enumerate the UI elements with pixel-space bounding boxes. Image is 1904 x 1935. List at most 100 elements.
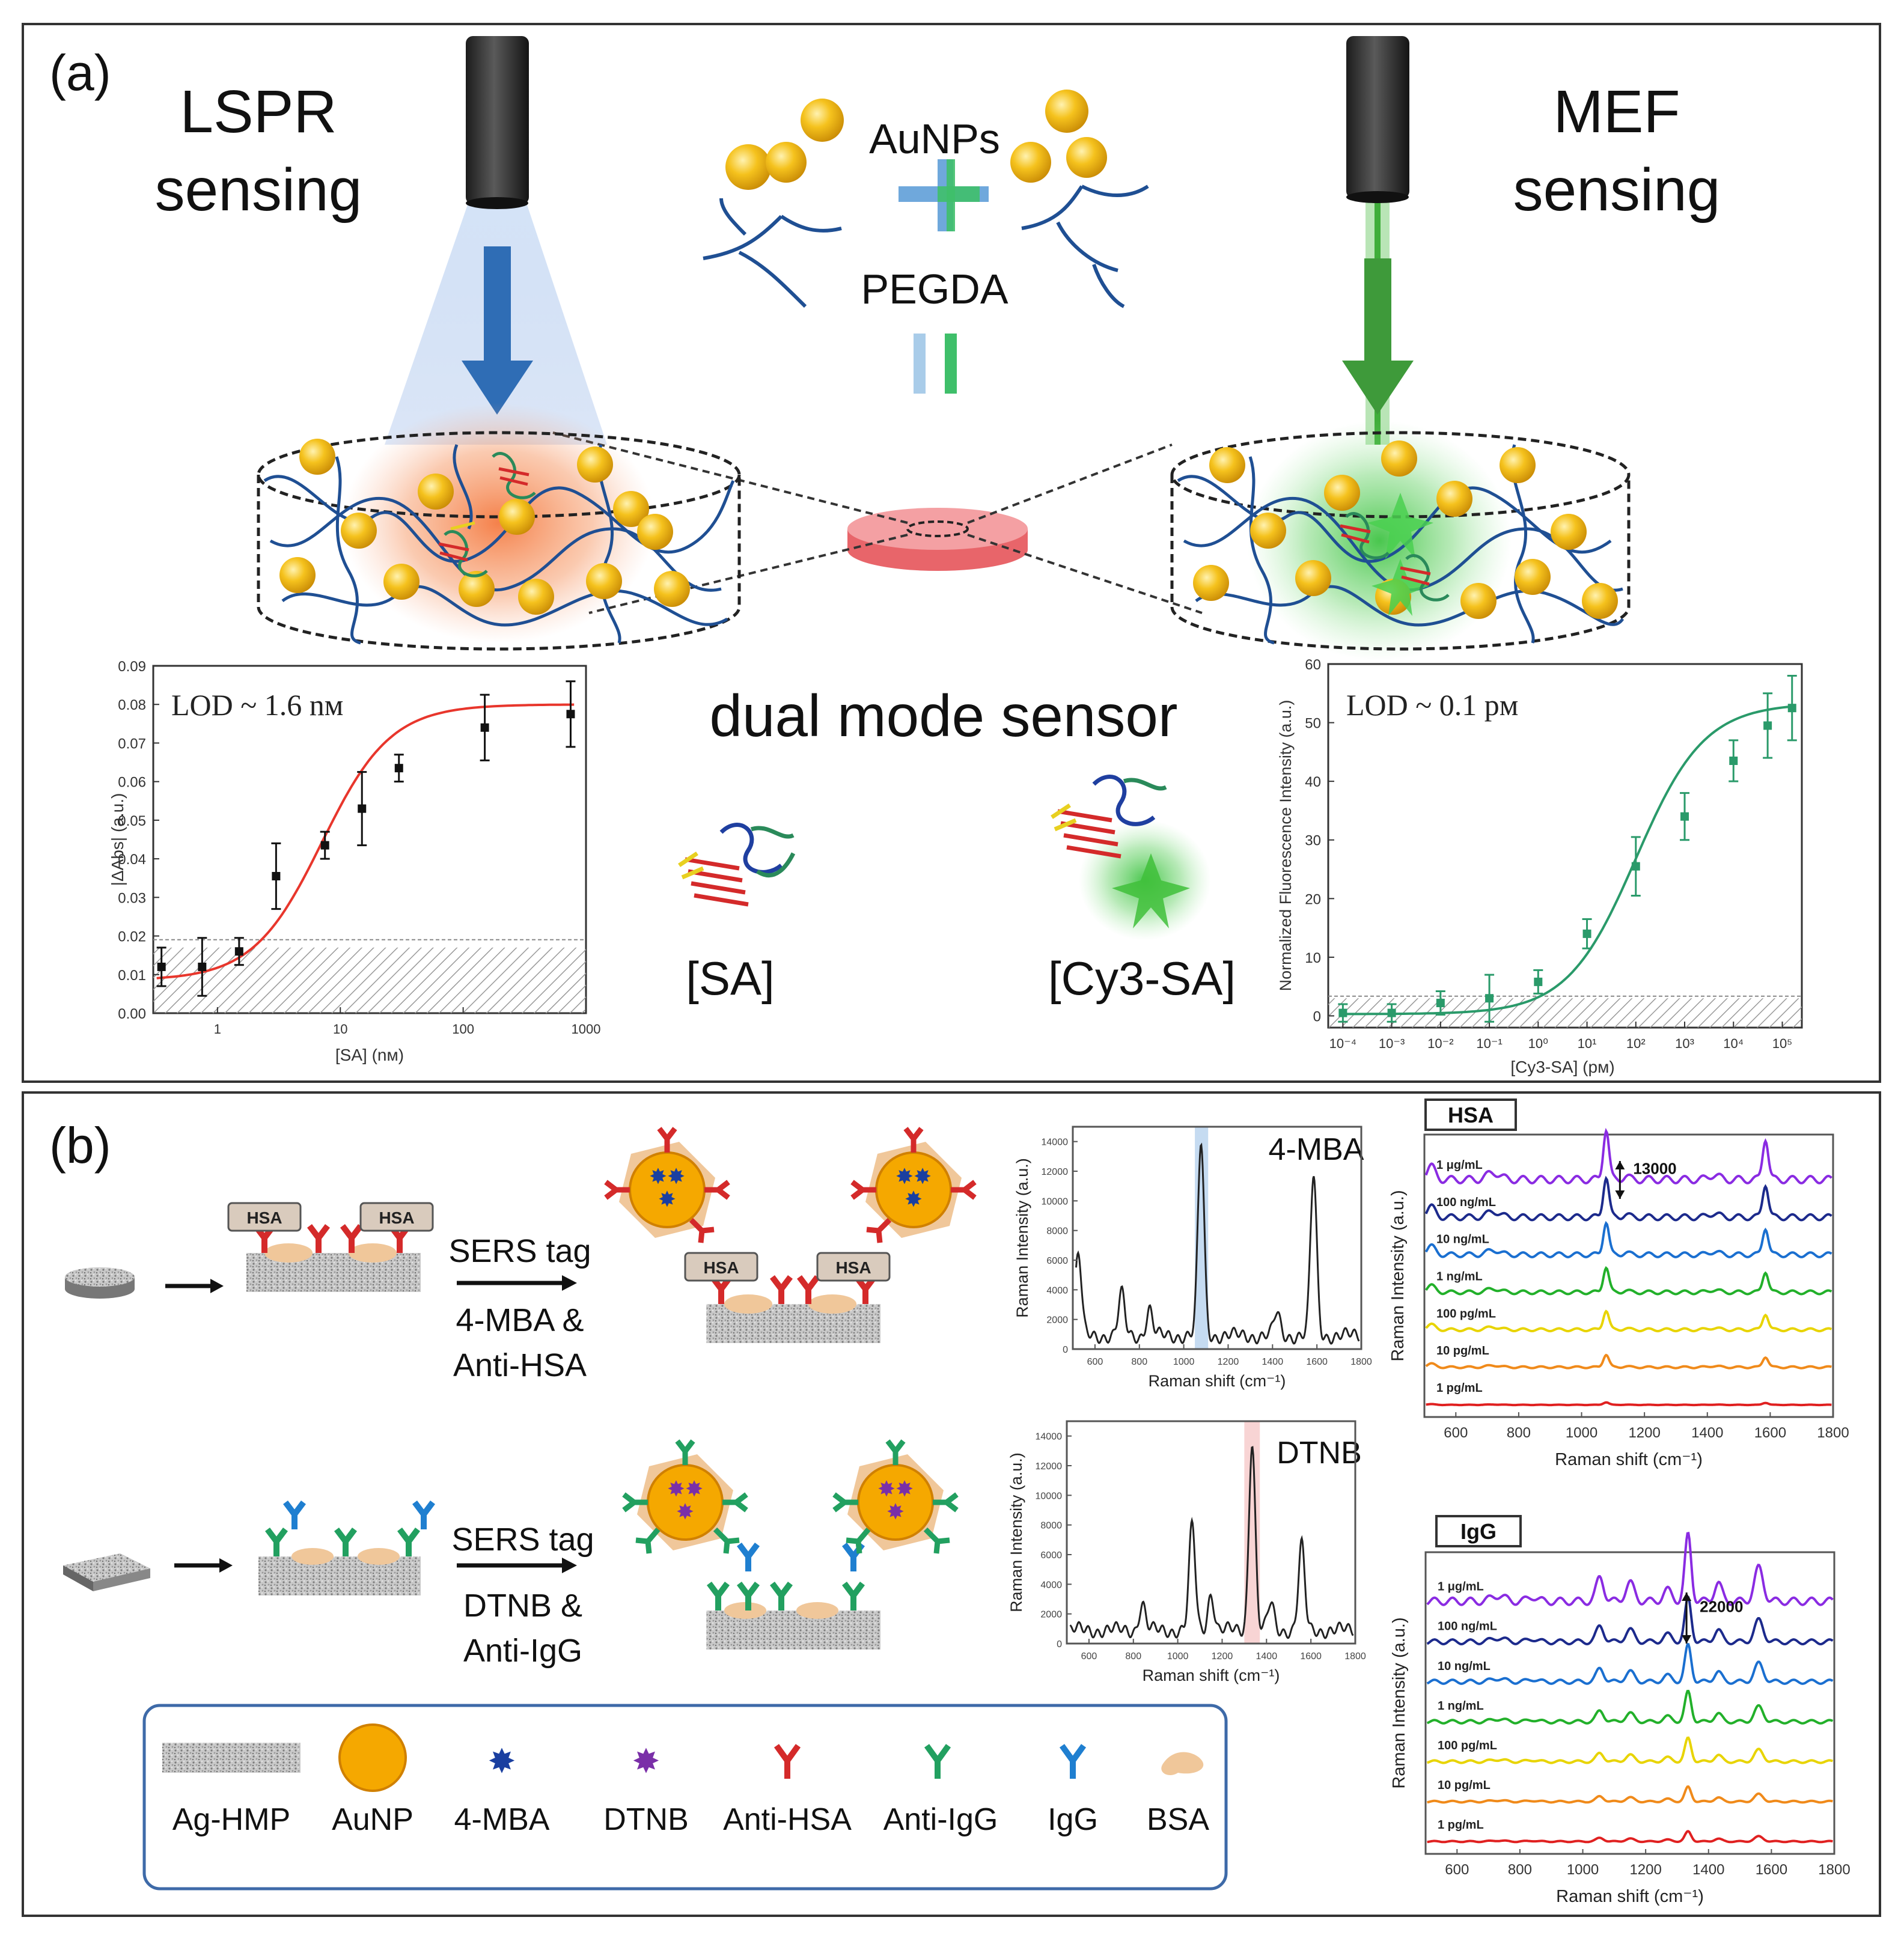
y-tick-label: 12000 — [1036, 1461, 1063, 1472]
mef-hydrogel — [1170, 421, 1631, 661]
dtnb-legend-icon: ✸ — [632, 1742, 661, 1780]
spectrum-line — [1069, 1446, 1354, 1639]
lspr-calibration-chart: LOD ~ 1.6 nм [SA] (nм) |ΔAbs| (a.u.) 0.0… — [108, 659, 600, 1064]
y-tick-label: 6000 — [1040, 1550, 1062, 1561]
lspr-subtitle: sensing — [155, 156, 362, 224]
series-line — [1426, 1643, 1834, 1685]
x-axis-label: Raman shift (cm⁻¹) — [1143, 1666, 1280, 1684]
y-tick-label: 60 — [1305, 657, 1321, 673]
svg-text:✸: ✸ — [658, 1187, 676, 1211]
arrow-head — [1682, 1592, 1692, 1601]
y-tick-label: 0.03 — [118, 890, 146, 906]
y-tick-label: 0.04 — [118, 852, 146, 868]
hsa-series-chart: HSA 1 μg/mL 100 ng/mL 10 ng/mL 1 ng/mL 100 p… — [1388, 1099, 1849, 1469]
x-tick-label: 1800 — [1818, 1862, 1850, 1878]
series-label: 10 ng/mL — [1436, 1233, 1489, 1246]
data-point — [157, 962, 166, 971]
data-point — [1582, 929, 1591, 938]
y-tick-label: 6000 — [1046, 1256, 1068, 1266]
y-tick-label: 8000 — [1046, 1227, 1068, 1237]
y-tick-label: 0.07 — [118, 736, 146, 752]
legend: ✸ ✸ Ag-HMP AuNP 4-MBA DTNB Anti-HSA Anti… — [142, 1704, 1228, 1891]
ag-hmp-legend-icon — [162, 1743, 301, 1773]
y-tick-label: 2000 — [1046, 1315, 1068, 1326]
hsa-box-label: HSA — [379, 1208, 414, 1227]
series-line — [1425, 1353, 1832, 1370]
data-point — [320, 841, 329, 850]
legend-label: AuNP — [332, 1802, 413, 1837]
y-tick-label: 50 — [1305, 716, 1321, 732]
panel-b-label: (b) — [49, 1117, 111, 1174]
pegda-label: PEGDA — [861, 266, 1008, 312]
plot-frame — [1424, 1551, 1835, 1855]
y-tick-label: 0.00 — [118, 1006, 146, 1022]
mef-arrow-icon — [1364, 258, 1391, 367]
x-tick-label: 600 — [1081, 1651, 1097, 1662]
y-axis-label: Raman Intensity (a.u.) — [1388, 1190, 1408, 1361]
lspr-lod-annotation: LOD ~ 1.6 nм — [171, 688, 343, 722]
x-tick-label: 10⁰ — [1528, 1036, 1548, 1051]
data-point — [1338, 1008, 1347, 1017]
ag-hmp-square-icon — [63, 1553, 150, 1591]
arrow-head — [1615, 1161, 1625, 1169]
series-label: 10 pg/mL — [1438, 1779, 1491, 1792]
x-tick-label: 1200 — [1218, 1357, 1239, 1367]
mef-y-axis-label: Normalized Fluorescence Intensity (a.u.) — [1277, 700, 1295, 992]
y-tick-label: 0 — [1313, 1008, 1321, 1025]
mef-subtitle: sensing — [1513, 156, 1721, 224]
legend-label: BSA — [1147, 1802, 1209, 1837]
x-tick-label: 800 — [1125, 1651, 1141, 1662]
mef-calibration-chart: LOD ~ 0.1 pм [Cy3-SA] (pм) Normalized Fl… — [1277, 657, 1803, 1076]
lspr-x-axis-label: [SA] (nм) — [335, 1046, 404, 1064]
svg-text:✸✸: ✸✸ — [896, 1164, 932, 1189]
x-tick-label: 10⁻⁴ — [1329, 1036, 1357, 1051]
fit-curve — [1343, 705, 1795, 1016]
mba-legend-icon: ✸ — [488, 1742, 516, 1780]
x-tick-label: 1000 — [1566, 1425, 1597, 1441]
series-line — [1427, 1785, 1833, 1804]
plot-frame — [1072, 1126, 1362, 1350]
x-tick-label: 10⁻³ — [1379, 1036, 1405, 1051]
aunps-group — [725, 90, 1107, 190]
protein-icon — [1340, 512, 1450, 602]
x-tick-label: 10¹ — [1578, 1036, 1597, 1051]
y-tick-label: 20 — [1305, 891, 1321, 907]
star-icon — [1367, 493, 1433, 616]
protein-icon — [438, 452, 536, 577]
data-point — [358, 804, 367, 813]
arrow-head — [1615, 1190, 1625, 1199]
x-axis-label: Raman shift (cm⁻¹) — [1556, 1887, 1704, 1906]
dtnb-spectrum-label: DTNB — [1277, 1436, 1362, 1470]
panel-a-label: (a) — [49, 44, 111, 101]
mef-light-source — [1342, 36, 1414, 445]
sensor-disk — [847, 508, 1028, 571]
x-tick-label: 100 — [452, 1022, 474, 1037]
svg-text:✸: ✸ — [905, 1187, 923, 1211]
svg-text:✸: ✸ — [676, 1499, 694, 1524]
x-tick-label: 1600 — [1754, 1425, 1786, 1441]
plot-frame — [1423, 1133, 1834, 1418]
y-tick-label: 0 — [1057, 1639, 1062, 1650]
y-axis-label: Raman Intensity (a.u.) — [1390, 1617, 1409, 1788]
y-tick-label: 2000 — [1040, 1610, 1062, 1620]
sers-tag-icon: ✸✸ ✸ — [832, 1439, 959, 1554]
y-tick-label: 14000 — [1042, 1138, 1069, 1148]
x-tick-label: 600 — [1445, 1862, 1469, 1878]
series-label: 1 μg/mL — [1436, 1159, 1483, 1172]
sers-tag-label: SERS tag — [451, 1522, 594, 1558]
x-tick-label: 1600 — [1756, 1862, 1787, 1878]
y-tick-label: 0.08 — [118, 697, 146, 713]
aunps-label: AuNPs — [869, 115, 1000, 162]
series-line — [1425, 1309, 1832, 1333]
hsa-assay-row: HSA HSA SERS tag 4-MBA & Anti-HSA HSA HS… — [65, 1127, 977, 1383]
bsa-legend-icon — [1161, 1752, 1204, 1776]
series-line — [1425, 1266, 1832, 1296]
arrow-head — [1682, 1635, 1692, 1644]
data-point — [1387, 1008, 1396, 1017]
lspr-hydrogel — [257, 403, 741, 651]
data-point — [1787, 704, 1796, 713]
data-point — [566, 710, 575, 719]
legend-label: Anti-HSA — [723, 1802, 852, 1837]
series-label: 1 ng/mL — [1436, 1270, 1483, 1283]
